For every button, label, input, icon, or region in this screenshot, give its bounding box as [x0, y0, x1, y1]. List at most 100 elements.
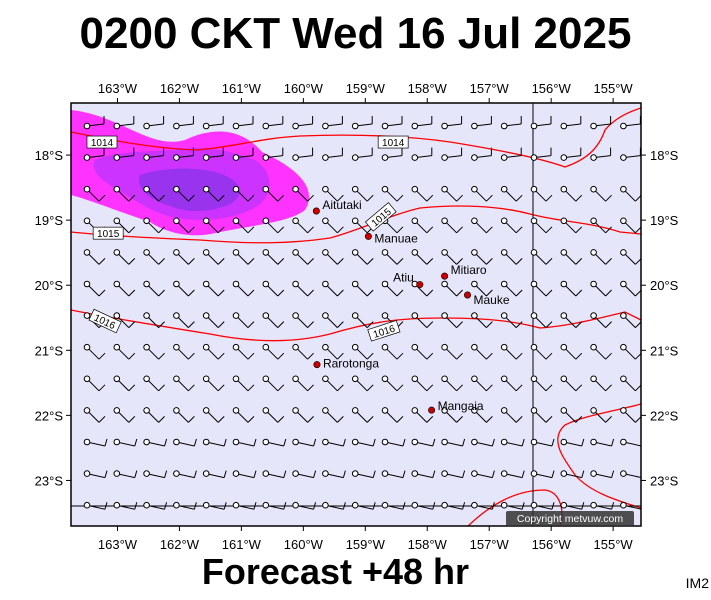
wind-barb	[441, 280, 463, 297]
wind-barb	[262, 280, 285, 297]
wind-barb	[83, 407, 106, 423]
wind-barb	[113, 185, 136, 202]
wind-barb	[232, 185, 255, 202]
wind-barb	[590, 116, 612, 130]
latitude-labels: 18°S 18°S 19°S 19°S 20°S 20°S 21°S 21°S 22°S 22°S…	[35, 148, 679, 488]
wind-barb	[173, 312, 195, 328]
wind-barb	[143, 470, 168, 479]
wind-barb	[530, 470, 555, 479]
wind-barb	[471, 147, 492, 161]
wind-barb	[322, 116, 343, 130]
wind-barb	[500, 217, 523, 234]
wind-barb	[500, 438, 525, 447]
wind-barb	[322, 501, 346, 510]
svg-text:1014: 1014	[382, 138, 405, 149]
isobar-label-1014: 1014	[86, 135, 118, 149]
wind-barb	[262, 407, 285, 423]
wind-barb	[113, 470, 138, 479]
wind-barb	[530, 185, 553, 202]
wind-barb	[620, 407, 641, 423]
wind-barb	[441, 249, 463, 265]
svg-text:1015: 1015	[97, 229, 120, 240]
wind-barb	[381, 343, 404, 360]
wind-barb	[411, 438, 436, 447]
island-mitiaro: Mitiaro	[441, 263, 487, 280]
wind-barb	[262, 438, 287, 447]
rain-region	[71, 110, 310, 236]
wind-barb	[411, 470, 436, 479]
latitude-label-right: 20°S	[650, 278, 679, 293]
wind-barb	[441, 185, 463, 202]
wind-barb	[560, 343, 583, 360]
wind-barb	[202, 217, 225, 234]
isobar-1017-corner	[467, 489, 563, 526]
wind-barb	[471, 217, 493, 234]
wind-barb	[173, 375, 195, 392]
wind-barb	[292, 375, 314, 392]
wind-barb	[173, 147, 194, 161]
wind-barb	[471, 343, 493, 360]
wind-barb	[500, 249, 523, 265]
latitude-label-right: 18°S	[650, 148, 679, 163]
wind-barb	[143, 280, 165, 297]
longitude-label-bottom: 161°W	[222, 537, 262, 552]
wind-barb	[620, 280, 641, 297]
wind-barb	[471, 407, 493, 423]
wind-barb	[620, 217, 641, 234]
wind-barb	[113, 501, 138, 510]
wind-barb	[202, 470, 227, 479]
wind-barb	[471, 185, 493, 202]
wind-barb	[202, 438, 227, 447]
wind-barb	[232, 280, 255, 297]
wind-barb	[232, 116, 254, 130]
wind-barb	[620, 470, 641, 479]
wind-barb	[202, 147, 224, 161]
wind-barb	[232, 217, 255, 234]
wind-barb	[83, 438, 108, 447]
wind-barb	[232, 438, 257, 447]
wind-barb	[351, 407, 374, 423]
wind-barb	[351, 501, 376, 510]
wind-barb	[202, 185, 225, 202]
island-label: Manuae	[374, 231, 418, 245]
wind-barb	[143, 249, 165, 265]
island-mauke: Mauke	[464, 291, 510, 307]
wind-barb	[262, 185, 285, 202]
latitude-label-left: 20°S	[35, 278, 64, 293]
wind-barb	[411, 501, 436, 510]
wind-barb	[620, 438, 641, 447]
wind-barb	[381, 185, 404, 202]
wind-barb	[590, 249, 612, 265]
wind-barb	[560, 501, 585, 510]
wind-barb	[292, 312, 314, 328]
longitude-label-bottom: 160°W	[284, 537, 324, 552]
wind-barb	[173, 249, 195, 265]
wind-barb	[173, 438, 197, 447]
wind-barb	[262, 217, 285, 234]
wind-barb	[83, 147, 105, 161]
wind-barb	[471, 280, 493, 297]
wind-barb	[202, 312, 225, 328]
latitude-label-right: 19°S	[650, 213, 679, 228]
map-title: 0200 CKT Wed 16 Jul 2025	[79, 9, 632, 58]
wind-barb	[620, 501, 641, 510]
wind-barb	[232, 249, 255, 265]
wind-barb	[560, 470, 585, 479]
wind-barb	[232, 343, 255, 360]
wind-barb	[351, 312, 374, 328]
wind-barb	[113, 116, 135, 130]
wind-barb	[560, 438, 585, 447]
wind-barb	[113, 407, 136, 423]
wind-barb	[530, 312, 553, 328]
latitude-label-left: 18°S	[35, 148, 64, 163]
wind-barb	[202, 407, 225, 423]
wind-barb	[471, 375, 493, 392]
longitude-label-top: 162°W	[160, 81, 200, 96]
longitude-label-bottom: 162°W	[160, 537, 200, 552]
wind-barb	[441, 217, 463, 234]
latitude-label-left: 22°S	[35, 408, 64, 423]
wind-barb	[262, 470, 287, 479]
wind-barb	[411, 147, 433, 161]
latitude-label-left: 19°S	[35, 213, 64, 228]
